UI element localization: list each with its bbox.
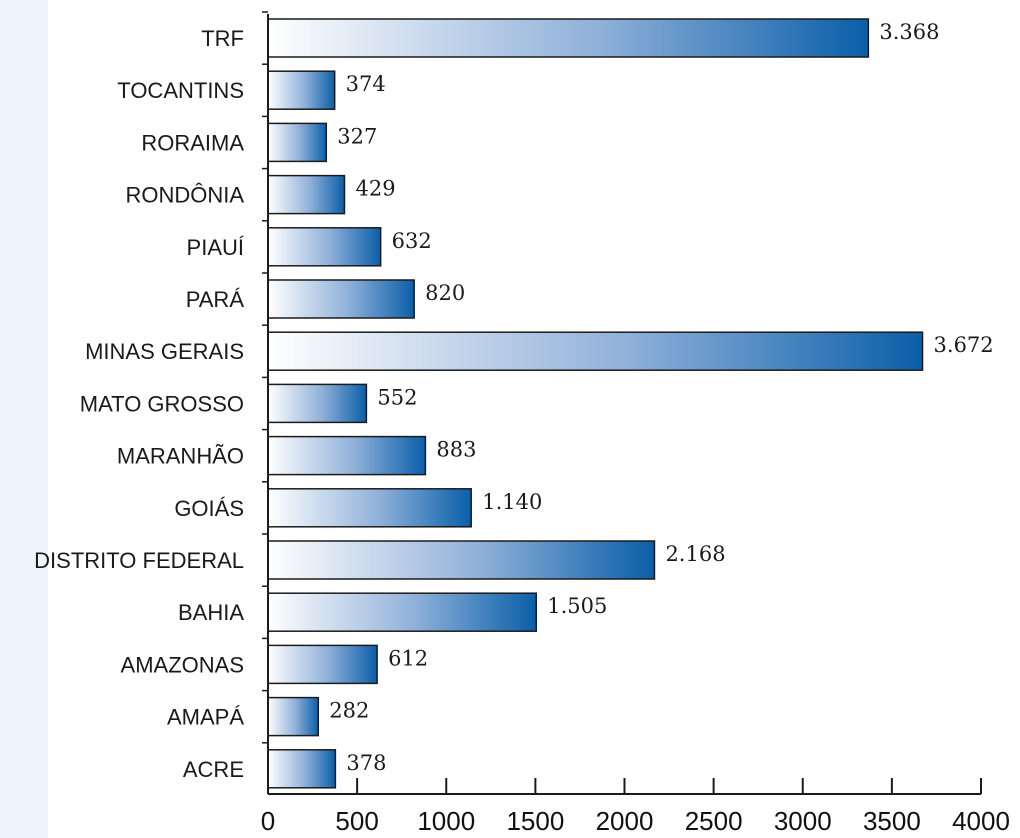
x-ticks: 0 500 1000 1500 2000 2500 3000 3500 4000: [261, 778, 1010, 836]
x-tick-label: 2000: [596, 806, 654, 836]
bar-13: [267, 696, 320, 737]
value-label: 1.505: [547, 594, 607, 618]
category-label: ACRE: [183, 757, 244, 782]
bar-3: [267, 174, 346, 215]
bar-9: [267, 488, 472, 528]
value-label: 429: [355, 177, 395, 201]
bar-1: [267, 70, 336, 110]
category-label: GOIÁS: [174, 496, 244, 521]
x-tick-label: 1500: [506, 806, 564, 836]
x-tick-label: 3500: [863, 806, 921, 836]
value-label: 1.140: [482, 490, 542, 514]
category-label: RORAIMA: [141, 130, 244, 155]
bars-group: [267, 18, 924, 789]
category-label: RONDÔNIA: [125, 183, 244, 208]
bar-6: [267, 331, 924, 371]
category-labels: TRF TOCANTINS RORAIMA RONDÔNIA PIAUÍ PARÁ MINA…: [34, 26, 245, 782]
value-label: 552: [377, 385, 417, 409]
category-label: MINAS GERAIS: [85, 339, 244, 364]
category-label: DISTRITO FEDERAL: [34, 548, 244, 573]
category-label: MARANHÃO: [117, 444, 244, 469]
bar-2: [267, 122, 328, 163]
category-label: AMAPÁ: [167, 705, 244, 730]
bar-0: [267, 18, 870, 58]
bar-7: [267, 383, 368, 424]
value-label: 327: [337, 124, 377, 148]
category-label: PIAUÍ: [187, 235, 245, 260]
value-label: 612: [388, 646, 428, 670]
x-tick-label: 1000: [417, 806, 475, 836]
bar-4: [267, 227, 382, 267]
value-label: 820: [425, 281, 465, 305]
value-labels: 3.368 374 327 429 632 820 3.672 552 883 1.140 2.16…: [329, 20, 993, 775]
category-label: PARÁ: [186, 287, 245, 312]
bar-11: [267, 592, 538, 632]
x-tick-label: 4000: [952, 806, 1010, 836]
value-label: 374: [346, 72, 386, 96]
x-tick-label: 2500: [685, 806, 743, 836]
bar-12: [267, 644, 378, 685]
value-label: 378: [346, 751, 386, 775]
category-label: AMAZONAS: [121, 652, 244, 677]
value-label: 883: [436, 438, 476, 462]
bar-10: [267, 540, 656, 580]
x-tick-label: 0: [261, 806, 275, 836]
category-label: BAHIA: [178, 600, 244, 625]
category-label: MATO GROSSO: [80, 391, 244, 416]
category-label: TOCANTINS: [117, 78, 244, 103]
x-tick-label: 500: [335, 806, 378, 836]
value-label: 3.672: [934, 333, 994, 357]
bar-5: [267, 279, 415, 319]
left-background-strip: [0, 0, 48, 838]
x-tick-label: 3000: [774, 806, 832, 836]
value-label: 3.368: [879, 20, 939, 44]
value-label: 2.168: [665, 542, 725, 566]
category-label: TRF: [201, 26, 244, 51]
bar-14: [267, 749, 337, 789]
bar-8: [267, 435, 427, 476]
value-label: 632: [392, 229, 432, 253]
value-label: 282: [329, 699, 369, 723]
